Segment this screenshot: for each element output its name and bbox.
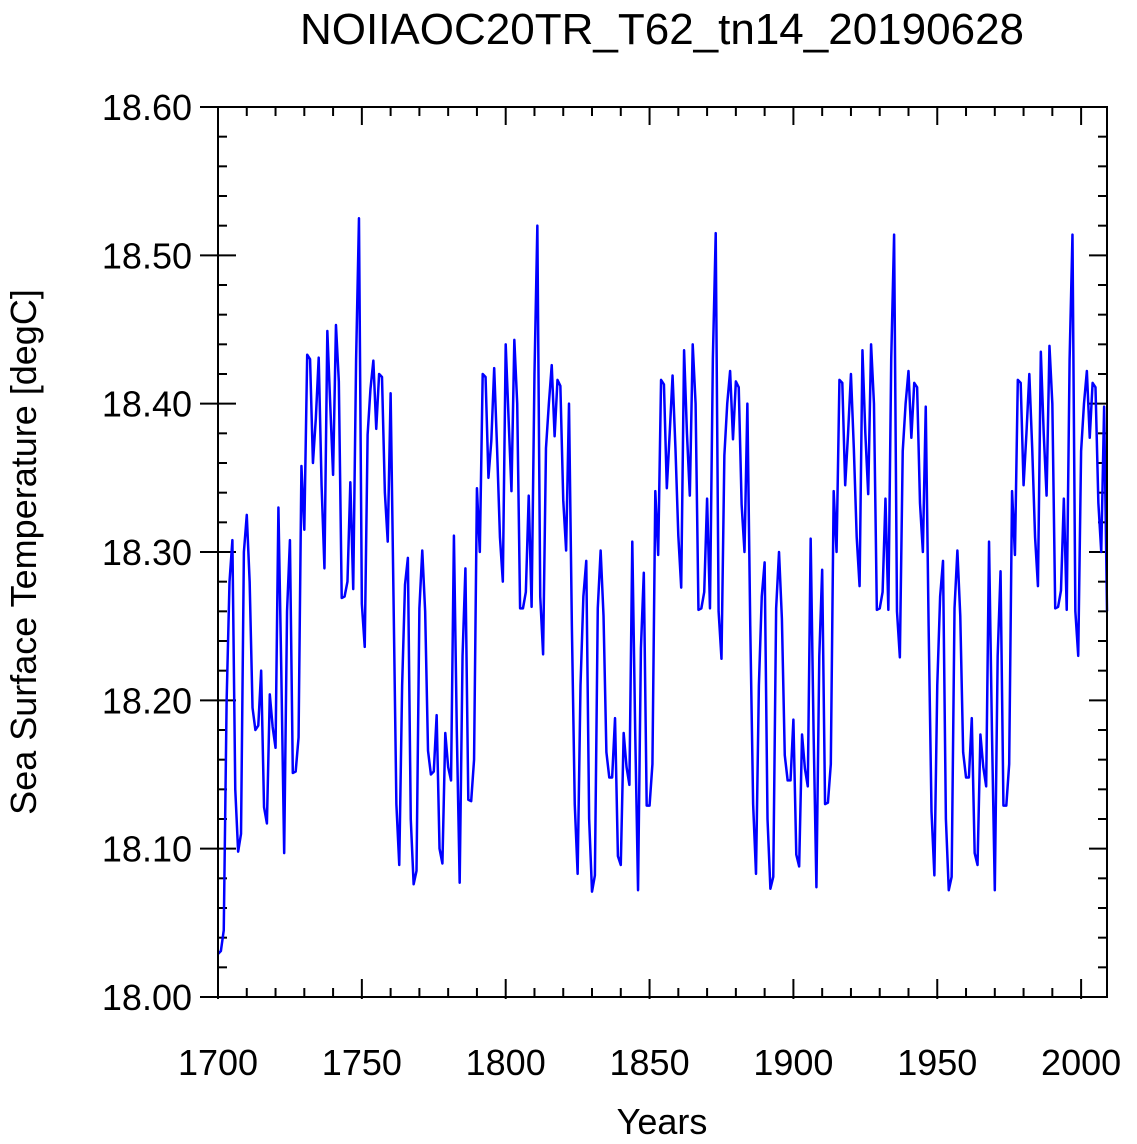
x-axis-label: Years [617, 1101, 708, 1142]
x-tick-label: 1700 [178, 1042, 258, 1083]
x-tick-label: 1900 [753, 1042, 833, 1083]
y-tick-label: 18.50 [102, 235, 192, 276]
x-tick-label: 1800 [466, 1042, 546, 1083]
series-line [217, 217, 1109, 955]
x-tick-label: 2000 [1041, 1042, 1121, 1083]
x-tick-label: 1950 [897, 1042, 977, 1083]
y-tick-label: 18.20 [102, 680, 192, 721]
y-tick-label: 18.40 [102, 384, 192, 425]
x-tick-label: 1850 [610, 1042, 690, 1083]
chart-title: NOIIAOC20TR_T62_tn14_20190628 [300, 5, 1024, 54]
y-tick-label: 18.00 [102, 977, 192, 1018]
plot-frame [217, 106, 1108, 998]
y-tick-label: 18.30 [102, 532, 192, 573]
y-tick-label: 18.60 [102, 87, 192, 128]
y-tick-label: 18.10 [102, 829, 192, 870]
x-tick-label: 1750 [322, 1042, 402, 1083]
y-axis-label: Sea Surface Temperature [degC] [3, 289, 44, 815]
axis-tick-labels: 1700 1750 1800 1850 1900 1950 2000 18.00 18.10 18… [102, 87, 1121, 1083]
